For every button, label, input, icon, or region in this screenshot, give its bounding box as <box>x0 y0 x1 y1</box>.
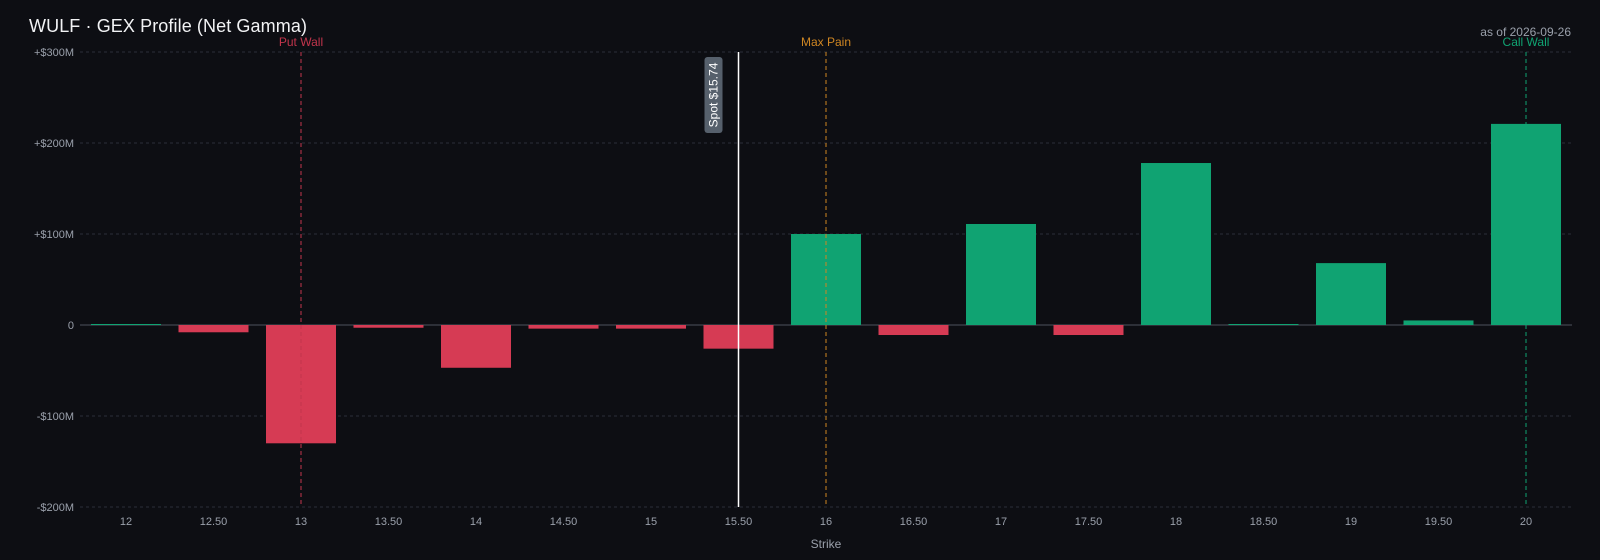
x-axis-label: Strike <box>811 537 842 551</box>
spot-label: Spot $15.74 <box>707 62 721 127</box>
gex-bar[interactable] <box>528 325 599 329</box>
y-tick-label: +$300M <box>34 47 74 59</box>
x-tick-label: 16.50 <box>900 516 928 528</box>
x-tick-label: 19 <box>1345 516 1357 528</box>
x-tick-label: 19.50 <box>1425 516 1453 528</box>
x-tick-label: 12.50 <box>200 516 228 528</box>
x-tick-label: 15 <box>645 516 657 528</box>
gex-bar[interactable] <box>1228 324 1299 325</box>
x-tick-label: 13 <box>295 516 307 528</box>
gex-bar[interactable] <box>878 325 949 336</box>
gex-bar[interactable] <box>1403 320 1474 325</box>
x-tick-label: 17.50 <box>1075 516 1103 528</box>
x-tick-label: 18.50 <box>1250 516 1278 528</box>
x-tick-label: 14.50 <box>550 516 578 528</box>
y-tick-label: -$100M <box>37 411 74 423</box>
x-tick-label: 17 <box>995 516 1007 528</box>
y-tick-label: +$100M <box>34 229 74 241</box>
x-tick-label: 18 <box>1170 516 1182 528</box>
gex-bar[interactable] <box>1316 263 1386 325</box>
gex-bar[interactable] <box>441 325 511 368</box>
max-pain-label: Max Pain <box>801 35 851 49</box>
gex-bar[interactable] <box>1053 325 1124 336</box>
x-tick-label: 13.50 <box>375 516 403 528</box>
x-tick-label: 15.50 <box>725 516 753 528</box>
x-tick-label: 14 <box>470 516 482 528</box>
gex-bar[interactable] <box>616 325 686 329</box>
x-tick-label: 12 <box>120 516 132 528</box>
y-tick-label: +$200M <box>34 138 74 150</box>
call-wall-label: Call Wall <box>1503 35 1550 49</box>
put-wall-label: Put Wall <box>279 35 323 49</box>
x-tick-label: 16 <box>820 516 832 528</box>
gex-bar[interactable] <box>966 223 1036 325</box>
x-tick-label: 20 <box>1520 516 1532 528</box>
as-of-date: as of 2026-09-26 <box>1480 25 1571 39</box>
spot-badge <box>704 57 723 133</box>
y-tick-label: 0 <box>68 320 74 332</box>
gex-bar[interactable] <box>1141 163 1211 325</box>
gex-bar[interactable] <box>1491 123 1561 325</box>
gex-bar[interactable] <box>178 325 249 333</box>
gex-bar[interactable] <box>353 325 424 328</box>
gex-bar[interactable] <box>91 324 161 325</box>
chart-title: WULF · GEX Profile (Net Gamma) <box>29 16 308 36</box>
y-tick-label: -$200M <box>37 502 74 514</box>
